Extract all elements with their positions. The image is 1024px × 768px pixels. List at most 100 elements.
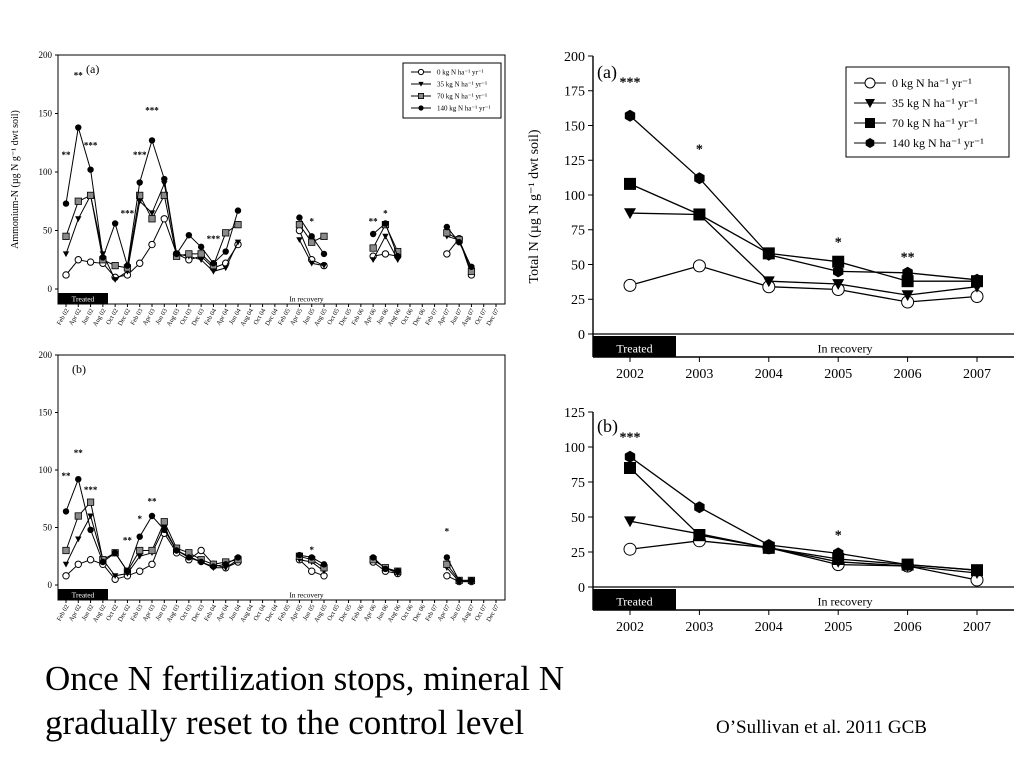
series-3 <box>624 109 983 286</box>
x-tick-label: Apr 03 <box>142 308 157 327</box>
data-point <box>624 177 636 190</box>
data-point <box>418 81 424 87</box>
legend-label: 0 kg N ha⁻¹ yr⁻¹ <box>892 76 972 90</box>
data-point <box>136 191 144 199</box>
x-tick-label: 2006 <box>894 367 922 382</box>
data-point <box>443 229 451 237</box>
recovery-label: In recovery <box>289 295 324 304</box>
data-point <box>62 232 70 240</box>
data-point <box>161 175 168 183</box>
data-point <box>443 572 451 580</box>
significance-mark: ** <box>74 70 84 80</box>
data-point <box>148 215 156 223</box>
data-point <box>369 257 377 263</box>
x-tick-label: Apr 05 <box>289 308 304 327</box>
series-3 <box>62 124 475 270</box>
x-tick-label: 2005 <box>824 620 852 635</box>
data-point <box>623 278 637 292</box>
y-tick-label: 100 <box>564 189 585 204</box>
recovery-label: In recovery <box>289 591 324 600</box>
data-point <box>468 263 475 270</box>
data-point <box>86 556 95 564</box>
x-tick-label: Apr 06 <box>363 307 379 327</box>
data-point <box>111 549 119 556</box>
data-point <box>762 276 775 288</box>
data-point <box>197 243 205 251</box>
significance-mark: ** <box>148 497 158 507</box>
x-tick-label: Aug 04 <box>239 603 255 624</box>
y-axis-label: Ammonium-N (µg N g⁻¹ dwt soil) <box>10 110 21 249</box>
panel-label: (b) <box>72 362 86 376</box>
data-point <box>902 266 913 279</box>
data-point <box>136 567 144 575</box>
data-point <box>296 237 303 244</box>
x-tick-label: 2003 <box>685 620 713 635</box>
data-point <box>136 259 144 267</box>
significance-mark: ** <box>62 150 72 160</box>
x-tick-label: 2002 <box>616 620 644 635</box>
data-point <box>74 256 82 264</box>
legend-label: 70 kg N ha⁻¹ yr⁻¹ <box>892 116 978 130</box>
data-point <box>222 265 229 272</box>
plot-frame <box>57 54 506 305</box>
legend-label: 70 kg N ha⁻¹ yr⁻¹ <box>437 92 487 100</box>
data-point <box>624 516 636 528</box>
data-point <box>382 233 389 240</box>
data-point <box>74 197 82 205</box>
series-line <box>65 193 239 269</box>
y-tick-label: 50 <box>571 258 585 273</box>
y-tick-label: 75 <box>571 476 585 491</box>
series-2 <box>624 177 983 288</box>
y-tick-label: 125 <box>564 406 585 421</box>
data-point <box>417 68 425 76</box>
y-tick-label: 75 <box>571 224 585 239</box>
data-point <box>382 220 389 227</box>
data-point <box>624 462 636 474</box>
significance-mark: *** <box>620 430 641 445</box>
y-tick-label: 175 <box>564 85 585 100</box>
data-point <box>160 518 168 526</box>
series-line <box>629 265 978 303</box>
data-point <box>222 229 230 237</box>
legend-label: 35 kg N ha⁻¹ yr⁻¹ <box>892 96 978 110</box>
data-point <box>148 512 156 520</box>
data-point <box>443 250 451 258</box>
data-point <box>295 221 304 229</box>
data-point <box>75 216 82 222</box>
y-tick-label: 150 <box>564 119 585 134</box>
legend-label: 140 kg N ha⁻¹ yr⁻¹ <box>892 136 984 150</box>
treated-label: Treated <box>72 591 95 600</box>
y-tick-label: 150 <box>39 109 53 119</box>
data-point <box>381 250 390 258</box>
x-tick-label: Aug 04 <box>239 307 255 328</box>
data-point <box>865 138 875 148</box>
data-point <box>148 546 156 555</box>
y-tick-label: 100 <box>39 167 53 177</box>
y-tick-label: 50 <box>43 523 53 533</box>
data-point <box>901 290 914 302</box>
data-point <box>62 546 70 555</box>
series-line <box>629 456 978 571</box>
series-line <box>629 540 978 581</box>
x-tick-label: 2007 <box>963 620 991 635</box>
data-point <box>369 230 377 238</box>
data-point <box>62 508 70 515</box>
data-point <box>624 208 636 220</box>
data-point <box>136 198 143 205</box>
caption-line-1: Once N fertilization stops, mineral N <box>45 659 565 698</box>
data-point <box>320 250 328 258</box>
data-point <box>864 77 876 89</box>
data-point <box>623 542 637 556</box>
data-point <box>74 512 82 520</box>
significance-mark: *** <box>620 76 641 91</box>
significance-mark: * <box>309 217 314 227</box>
x-tick-label: Apr 05 <box>289 604 304 623</box>
data-point <box>624 450 636 463</box>
x-tick-label: 2004 <box>755 620 783 635</box>
significance-mark: ** <box>62 471 72 481</box>
data-point <box>832 255 845 268</box>
data-point <box>417 93 424 100</box>
series-line <box>629 115 978 281</box>
x-tick-label: Aug 06 <box>387 603 403 624</box>
treated-band <box>58 293 108 304</box>
